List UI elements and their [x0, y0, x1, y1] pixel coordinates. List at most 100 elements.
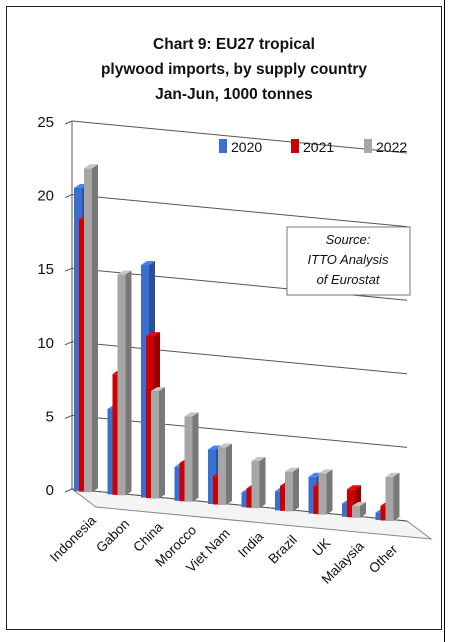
y-axis: 0 5 10 15 20 25 [37, 114, 73, 499]
y-tick-label: 0 [46, 482, 54, 499]
bar-side-face [192, 412, 199, 502]
bar-front-face [74, 187, 82, 492]
source-annotation: Source: ITTO Analysis of Eurostat [286, 226, 411, 296]
y-tick-mark [64, 414, 73, 419]
bar-2022 [285, 467, 299, 512]
category-group [107, 270, 132, 496]
bar-side-face [259, 457, 266, 509]
bar-top-face [347, 485, 361, 490]
x-tick-label: Gabon [93, 516, 132, 555]
bar-front-face [184, 416, 193, 502]
bar-side-face [92, 164, 98, 493]
bar-top-face [318, 469, 333, 474]
grid-line [71, 194, 408, 228]
bar-top-face [385, 472, 400, 477]
legend-swatch [364, 139, 372, 153]
bar-front-face [375, 512, 384, 520]
legend-label: 2021 [303, 139, 334, 155]
bar-side-face [393, 472, 400, 521]
bar-front-face [174, 466, 183, 501]
bar-2022 [385, 472, 400, 521]
bar-front-face [208, 449, 216, 504]
bar-front-face [308, 476, 317, 514]
bar-front-face [241, 492, 250, 508]
bar-front-face [352, 505, 360, 518]
bar-front-face [380, 505, 389, 521]
x-tick-label: India [235, 529, 267, 561]
bar-side-face [226, 443, 232, 505]
bar-2022 [218, 443, 232, 505]
bar-top-face [146, 332, 160, 337]
bar-top-face [352, 501, 366, 506]
bar-front-face [151, 391, 159, 499]
category-group [375, 472, 400, 521]
category-group [174, 412, 199, 502]
bar-front-face [84, 168, 92, 493]
page-edge-line [444, 0, 445, 642]
bar-front-face [107, 409, 116, 495]
source-box [286, 226, 411, 296]
y-tick-label: 25 [37, 114, 54, 131]
y-tick-label: 10 [37, 335, 54, 352]
bar-front-face [179, 462, 188, 502]
bar-front-face [112, 374, 121, 495]
source-line-2: ITTO Analysis [308, 252, 389, 267]
bars-layer [74, 164, 400, 521]
bar-side-face [159, 387, 165, 499]
bar-side-face [326, 469, 333, 515]
legend-label: 2020 [231, 139, 262, 155]
bar-top-face [251, 457, 266, 462]
chart-title-line-3: Jan-Jun, 1000 tonnes [155, 86, 313, 103]
bar-front-face [213, 476, 221, 505]
legend-item-2021: 2021 [291, 139, 334, 155]
bar-front-face [313, 486, 322, 515]
bar-2022 [117, 270, 132, 496]
bar-top-face [285, 467, 299, 472]
bar-front-face [275, 491, 283, 511]
y-tick-mark [64, 120, 73, 125]
bar-front-face [141, 265, 149, 498]
bar-side-face [125, 270, 132, 496]
bar-2022 [251, 457, 266, 509]
source-line-3: of Eurostat [317, 272, 381, 287]
category-group [141, 261, 165, 499]
grid-line [71, 120, 408, 154]
legend-swatch [291, 139, 299, 153]
y-tick-mark [64, 341, 73, 346]
category-group [308, 469, 333, 515]
y-tick-mark [64, 194, 73, 199]
bar-front-face [79, 219, 87, 492]
y-tick-mark [64, 488, 73, 493]
bar-side-face [293, 467, 299, 512]
bar-2022 [352, 501, 366, 518]
bar-2022 [184, 412, 199, 502]
y-tick-label: 5 [46, 408, 54, 425]
x-tick-label: Other [366, 541, 401, 576]
bar-2022 [151, 387, 165, 499]
legend: 2020 2021 2022 [219, 139, 407, 155]
bar-front-face [285, 471, 293, 512]
bar-top-face [218, 443, 232, 448]
bar-2022 [84, 164, 98, 493]
bar-front-face [117, 274, 126, 496]
bar-top-face [117, 270, 132, 275]
legend-item-2022: 2022 [364, 139, 407, 155]
bar-front-face [342, 503, 350, 517]
bar-front-face [218, 447, 226, 505]
bar-top-face [208, 445, 222, 450]
bar-top-face [151, 387, 165, 392]
bar-top-face [184, 412, 199, 417]
bar-front-face [251, 461, 260, 509]
y-tick-mark [64, 267, 73, 272]
bar-top-face [84, 164, 98, 169]
source-line-1: Source: [326, 232, 371, 247]
category-group [74, 164, 98, 493]
x-tick-label: Brazil [265, 532, 299, 566]
category-group [275, 467, 299, 512]
x-tick-label: UK [309, 535, 333, 559]
chart-title-line-1: Chart 9: EU27 tropical [153, 36, 315, 53]
bar-front-face [385, 476, 394, 521]
chart-title-line-2: plywood imports, by supply country [101, 61, 367, 78]
bar-2022 [318, 469, 333, 515]
